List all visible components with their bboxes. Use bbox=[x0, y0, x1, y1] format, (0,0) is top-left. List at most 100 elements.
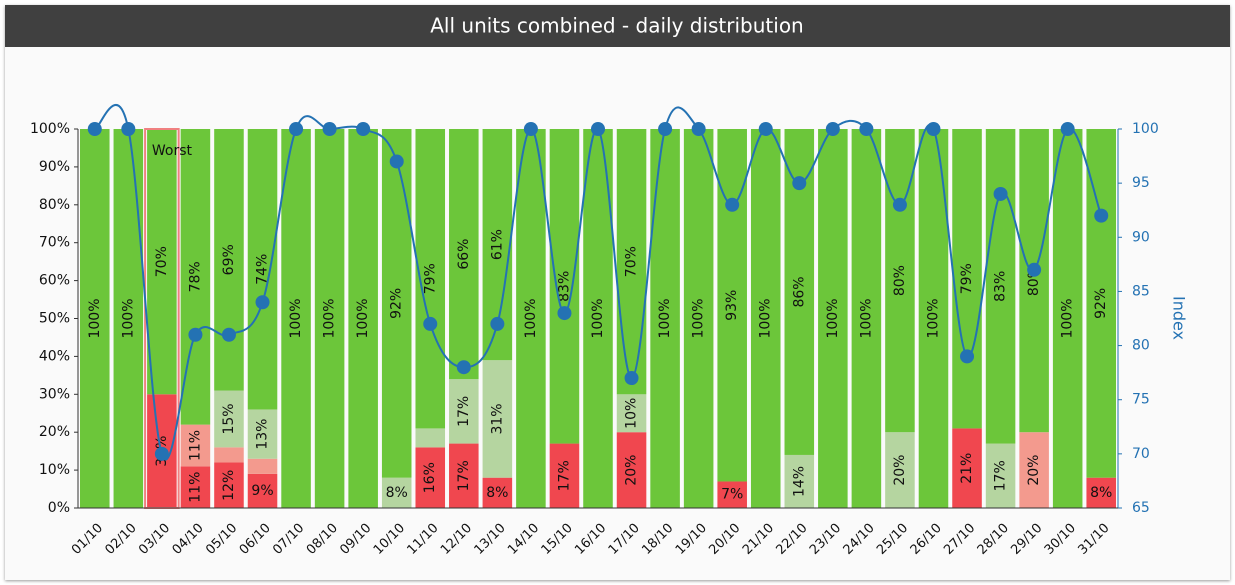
data-label: 10% bbox=[624, 398, 640, 429]
index-point bbox=[1060, 122, 1075, 136]
chart-title: All units combined - daily distribution bbox=[430, 14, 804, 38]
data-label: 100% bbox=[355, 298, 371, 338]
x-tick-label: 22/10 bbox=[773, 521, 810, 558]
bar-segment bbox=[214, 129, 244, 391]
data-label: 100% bbox=[1060, 298, 1076, 338]
bar-segment bbox=[549, 129, 580, 444]
bar-segment bbox=[247, 458, 278, 474]
y-tick-label: 80% bbox=[39, 197, 70, 213]
x-tick-label: 14/10 bbox=[505, 521, 542, 558]
data-label: 100% bbox=[925, 298, 941, 338]
bar-segment bbox=[214, 447, 244, 463]
bar-segment bbox=[113, 129, 144, 508]
y2-tick-label: 90 bbox=[1132, 229, 1150, 245]
bar-segment bbox=[449, 129, 479, 380]
index-point bbox=[1027, 262, 1042, 277]
index-point bbox=[725, 197, 740, 212]
title-bar bbox=[5, 5, 1230, 47]
bar-segment bbox=[952, 129, 982, 429]
data-label: 16% bbox=[422, 462, 438, 493]
index-point bbox=[289, 122, 304, 136]
index-point bbox=[926, 122, 941, 136]
data-label: 70% bbox=[154, 246, 170, 277]
bar-segment bbox=[1086, 477, 1116, 508]
data-label: 100% bbox=[523, 298, 539, 338]
x-tick-label: 18/10 bbox=[639, 521, 676, 558]
index-point bbox=[188, 327, 203, 342]
data-label: 80% bbox=[892, 265, 908, 296]
data-label: 8% bbox=[386, 485, 408, 501]
x-tick-label: 20/10 bbox=[706, 521, 743, 558]
bar-segment bbox=[449, 379, 479, 444]
x-tick-label: 01/10 bbox=[69, 521, 106, 558]
y2-tick-label: 100 bbox=[1132, 121, 1159, 137]
index-point bbox=[255, 295, 270, 310]
x-tick-label: 17/10 bbox=[606, 521, 643, 558]
x-tick-label: 02/10 bbox=[103, 521, 140, 558]
x-tick-label: 30/10 bbox=[1042, 521, 1079, 558]
index-point bbox=[691, 122, 706, 136]
data-label: 69% bbox=[221, 244, 237, 275]
x-tick-label: 26/10 bbox=[908, 521, 945, 558]
x-tick-label: 09/10 bbox=[337, 521, 374, 558]
data-label: 17% bbox=[556, 460, 572, 491]
bar-segment bbox=[717, 481, 747, 508]
bar-segment bbox=[247, 129, 278, 410]
bar-segment bbox=[247, 409, 278, 459]
bar-segment bbox=[616, 129, 647, 395]
bar-segment bbox=[683, 129, 714, 508]
data-label: 13% bbox=[255, 419, 271, 450]
data-label: 11% bbox=[187, 472, 203, 503]
y2-tick-label: 95 bbox=[1132, 175, 1150, 191]
bar-segment bbox=[147, 129, 177, 395]
data-label: 15% bbox=[221, 403, 237, 434]
index-point bbox=[557, 306, 572, 321]
data-label: 66% bbox=[456, 239, 472, 270]
y-tick-label: 90% bbox=[39, 159, 70, 175]
index-point bbox=[121, 122, 136, 136]
data-label: 7% bbox=[721, 487, 743, 503]
data-label: 100% bbox=[691, 298, 707, 338]
x-tick-label: 23/10 bbox=[807, 521, 844, 558]
index-point bbox=[356, 122, 371, 136]
index-point bbox=[624, 371, 639, 386]
y-tick-label: 50% bbox=[39, 311, 70, 327]
index-point bbox=[221, 327, 236, 342]
x-tick-label: 11/10 bbox=[404, 521, 441, 558]
data-label: 17% bbox=[456, 396, 472, 427]
bar-segment bbox=[214, 390, 244, 448]
bar-segment bbox=[985, 443, 1016, 508]
bar-segment bbox=[1019, 432, 1049, 508]
index-point bbox=[322, 122, 337, 136]
data-label: 79% bbox=[959, 263, 975, 294]
bar-segment bbox=[348, 129, 378, 508]
index-point bbox=[892, 197, 907, 212]
data-label: 83% bbox=[993, 271, 1009, 302]
y-tick-label: 20% bbox=[39, 424, 70, 440]
bar-segment bbox=[516, 129, 546, 508]
x-tick-label: 07/10 bbox=[270, 521, 307, 558]
index-point bbox=[591, 122, 605, 136]
data-label: 100% bbox=[657, 298, 673, 338]
data-label: 8% bbox=[486, 485, 508, 501]
x-tick-label: 12/10 bbox=[438, 521, 475, 558]
y2-axis-label: Index bbox=[1170, 296, 1189, 340]
x-tick-label: 31/10 bbox=[1075, 521, 1112, 558]
data-label: 100% bbox=[758, 298, 774, 338]
index-point bbox=[825, 122, 840, 136]
bar-segment bbox=[214, 462, 244, 508]
data-label: 100% bbox=[288, 298, 304, 338]
data-label: 92% bbox=[389, 288, 405, 319]
data-label: 83% bbox=[556, 271, 572, 302]
y-tick-label: 10% bbox=[39, 462, 70, 478]
y-tick-label: 70% bbox=[39, 235, 70, 251]
bar-segment bbox=[80, 129, 110, 508]
x-tick-label: 08/10 bbox=[304, 521, 341, 558]
bar-segment bbox=[482, 477, 513, 508]
data-label: 86% bbox=[791, 276, 807, 307]
bar-segment bbox=[180, 424, 211, 467]
y-tick-label: 0% bbox=[48, 500, 70, 516]
y2-tick-label: 80 bbox=[1132, 338, 1150, 354]
index-point bbox=[87, 122, 102, 136]
bar-segment bbox=[314, 129, 345, 508]
